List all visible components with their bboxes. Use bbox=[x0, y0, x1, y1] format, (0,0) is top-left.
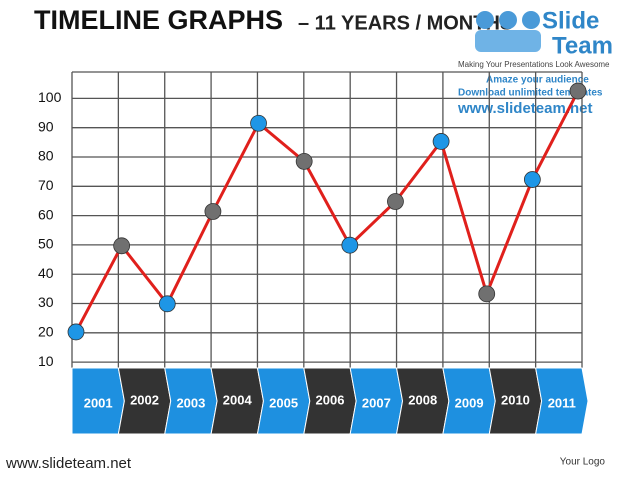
timeline-label: 2004 bbox=[223, 392, 253, 407]
data-point bbox=[523, 171, 541, 188]
promo: Amaze your audience bbox=[486, 75, 589, 86]
y-tick-label: 90 bbox=[38, 118, 54, 134]
subtitle: – 11 YEARS / MONTHS bbox=[298, 12, 513, 34]
y-tick-label: 100 bbox=[38, 89, 62, 105]
y-tick-label: 70 bbox=[38, 177, 54, 193]
timeline-label: 2011 bbox=[548, 395, 576, 410]
timeline-label: 2009 bbox=[455, 395, 484, 410]
data-point bbox=[158, 295, 176, 313]
y-tick-label: 30 bbox=[38, 294, 54, 310]
timeline-label: 2008 bbox=[408, 392, 437, 407]
y-tick-label: 50 bbox=[38, 236, 54, 252]
data-point bbox=[341, 236, 359, 254]
y-tick-label: 10 bbox=[38, 353, 54, 369]
timeline-label: 2002 bbox=[130, 392, 159, 407]
data-line bbox=[74, 90, 580, 333]
data-point bbox=[478, 285, 496, 303]
timeline-label: 2006 bbox=[316, 392, 345, 407]
brand-name: Team bbox=[552, 32, 613, 59]
data-point bbox=[250, 114, 267, 132]
y-tick-label: 80 bbox=[38, 148, 54, 164]
data-point bbox=[569, 82, 587, 100]
timeline-label: 2010 bbox=[501, 392, 530, 407]
brand-logo: Slide Team Making Your Presentations Loo… bbox=[457, 7, 613, 117]
brand-tagline: Making Your Presentations Look Awesome bbox=[458, 60, 610, 69]
timeline-step bbox=[535, 367, 589, 435]
brand-name: Slide bbox=[542, 7, 599, 34]
timeline-label: 2007 bbox=[362, 395, 391, 410]
data-point bbox=[204, 203, 222, 220]
footer-url: www.slideteam.net bbox=[5, 455, 132, 472]
y-tick-label: 60 bbox=[38, 206, 54, 222]
data-point bbox=[387, 193, 404, 210]
timeline-label: 2001 bbox=[84, 395, 113, 410]
promo-url: www.slideteam.net bbox=[457, 100, 592, 117]
title: TIMELINE GRAPHS bbox=[34, 5, 283, 35]
y-tick-label: 20 bbox=[38, 324, 54, 340]
data-point bbox=[295, 152, 313, 170]
footer-logo: Your Logo bbox=[560, 457, 606, 468]
data-point bbox=[113, 237, 131, 255]
data-point bbox=[432, 133, 450, 150]
timeline-label: 2005 bbox=[269, 395, 298, 410]
data-point bbox=[67, 323, 85, 341]
timeline-label: 2003 bbox=[176, 395, 205, 410]
y-tick-label: 40 bbox=[38, 265, 54, 281]
promo: Download unlimited templates bbox=[458, 88, 603, 99]
